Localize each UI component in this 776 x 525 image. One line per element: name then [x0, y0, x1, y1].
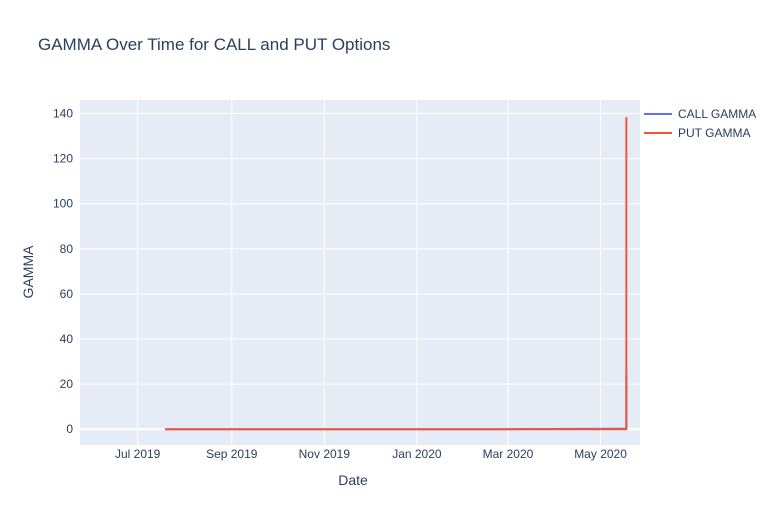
y-tick-label: 100 [53, 197, 73, 211]
x-axis-title: Date [338, 472, 368, 488]
y-tick-label: 80 [60, 242, 74, 256]
y-axis: 0 20 40 60 80 100 120 140 [53, 107, 73, 437]
y-axis-title: GAMMA [20, 245, 36, 299]
grid-lines [80, 100, 640, 445]
legend[interactable]: CALL GAMMA PUT GAMMA [644, 107, 756, 140]
series-lines [164, 117, 628, 431]
y-tick-label: 0 [66, 422, 73, 436]
legend-item[interactable]: PUT GAMMA [644, 126, 750, 140]
legend-label: PUT GAMMA [678, 126, 750, 140]
legend-item[interactable]: CALL GAMMA [644, 107, 756, 121]
y-tick-label: 20 [60, 377, 74, 391]
x-tick-label: Jul 2019 [115, 447, 161, 461]
x-tick-label: Jan 2020 [392, 447, 442, 461]
plot-area [80, 100, 640, 445]
series-line-put-gamma [164, 117, 628, 431]
x-tick-label: May 2020 [574, 447, 627, 461]
y-tick-label: 60 [60, 287, 74, 301]
chart-title: GAMMA Over Time for CALL and PUT Options [38, 35, 390, 54]
legend-label: CALL GAMMA [678, 107, 756, 121]
x-tick-label: Mar 2020 [483, 447, 534, 461]
x-tick-label: Nov 2019 [299, 447, 351, 461]
y-tick-label: 40 [60, 332, 74, 346]
y-tick-label: 120 [53, 152, 73, 166]
y-tick-label: 140 [53, 107, 73, 121]
x-axis: Jul 2019 Sep 2019 Nov 2019 Jan 2020 Mar 2020… [115, 447, 627, 461]
x-tick-label: Sep 2019 [206, 447, 258, 461]
